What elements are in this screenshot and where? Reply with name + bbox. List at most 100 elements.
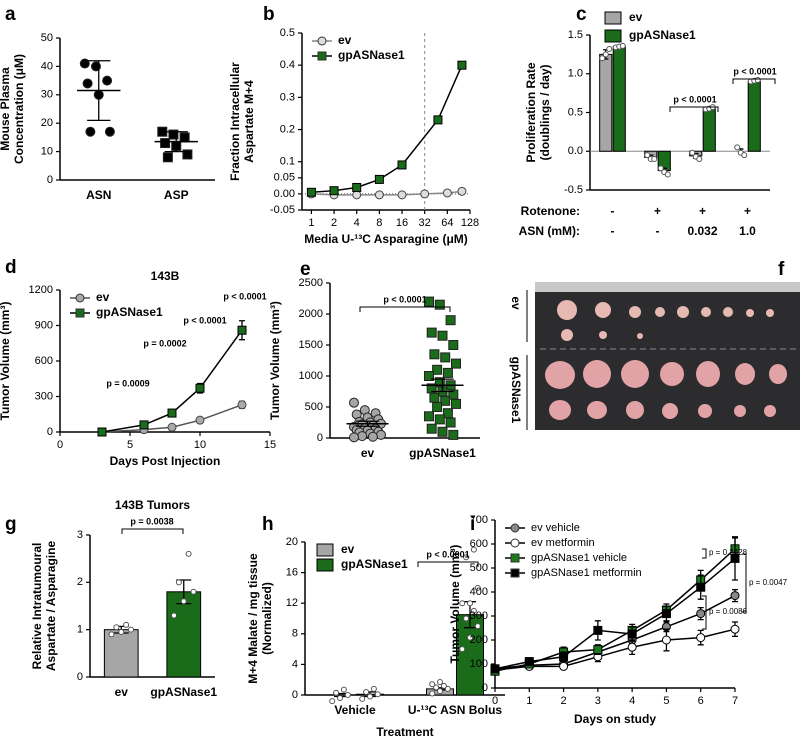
series-line — [494, 557, 736, 670]
row-value: + — [699, 204, 706, 218]
data-point — [367, 431, 378, 442]
legend-label: gpASNase1 — [341, 557, 408, 571]
y-tick-label: 0 — [77, 671, 83, 683]
y-tick-label: 0.4 — [280, 59, 295, 71]
data-point — [559, 652, 569, 662]
y-tick-label: 1200 — [29, 284, 53, 296]
legend-label: gpASNase1 — [96, 305, 163, 319]
data-point — [113, 624, 120, 631]
data-point — [627, 629, 637, 639]
data-point — [352, 182, 362, 192]
legend-marker — [510, 553, 520, 563]
ev-tumors — [557, 300, 774, 341]
photo-label: ev — [509, 296, 523, 310]
x-tick-label: 5 — [663, 695, 669, 707]
chart-title: 143B — [151, 269, 180, 283]
legend-marker — [510, 523, 520, 533]
data-point — [349, 432, 359, 443]
row-value: 0.032 — [687, 224, 717, 238]
x-tick-label: 8 — [376, 217, 382, 229]
y-tick-label: 400 — [470, 586, 488, 598]
row-value: - — [611, 224, 615, 238]
data-point — [306, 187, 316, 197]
y-tick-label: 600 — [35, 355, 53, 367]
y-axis-label: (Normalized) — [260, 582, 274, 655]
data-point — [182, 149, 193, 160]
legend-label: gpASNase1 — [338, 48, 405, 62]
y-tick-label: 0.2 — [280, 123, 295, 135]
panel-letter: f — [778, 259, 785, 280]
y-tick-label: 0.5 — [568, 106, 583, 118]
significance-bracket — [669, 106, 719, 112]
data-point — [490, 664, 500, 674]
y-tick-label: 0 — [292, 689, 298, 701]
x-tick-label: 7 — [732, 695, 738, 707]
p-value: p = 0.0038 — [130, 516, 173, 526]
y-tick-label: 0 — [47, 426, 53, 438]
data-point — [424, 296, 434, 307]
legend-marker — [75, 293, 85, 303]
data-point — [139, 420, 149, 430]
y-tick-label: 700 — [470, 514, 488, 526]
y-tick-label: 0.05 — [274, 172, 295, 184]
panel-letter: b — [263, 4, 275, 25]
series-line — [494, 628, 736, 671]
data-point — [424, 411, 434, 422]
data-point — [160, 138, 171, 149]
data-point — [463, 554, 470, 561]
data-point — [374, 190, 384, 200]
data-point — [97, 427, 107, 437]
y-tick-label: 0 — [317, 432, 323, 444]
panel-letter: i — [470, 514, 475, 535]
data-point — [190, 588, 197, 595]
y-axis-label: Mouse Plasma — [0, 67, 12, 151]
data-point — [429, 349, 440, 360]
data-point — [730, 553, 740, 563]
x-axis-label: Treatment — [376, 725, 433, 739]
data-point — [730, 624, 740, 634]
panel-letter: e — [300, 259, 311, 280]
x-tick-label: ASP — [164, 188, 189, 202]
x-axis-label: Days Post Injection — [110, 454, 221, 468]
x-tick-label: 6 — [698, 695, 704, 707]
data-point — [442, 188, 452, 198]
legend-label: ev vehicle — [531, 522, 580, 534]
data-point — [651, 156, 658, 162]
data-point — [79, 58, 90, 69]
data-point — [437, 426, 448, 437]
panel-letter: h — [262, 514, 274, 535]
data-point — [559, 661, 569, 671]
data-point — [329, 698, 336, 705]
data-point — [593, 645, 603, 655]
p-value: p = 0.0047 — [749, 578, 788, 587]
data-point — [599, 55, 606, 62]
y-axis-label: Proliferation Rate — [524, 62, 538, 162]
y-tick-label: 500 — [470, 562, 488, 574]
row-label: Rotenone: — [521, 204, 580, 218]
x-tick-label: 4 — [629, 695, 635, 707]
error-bar — [431, 378, 454, 393]
y-axis-label: (doublings / day) — [538, 65, 552, 161]
data-point — [167, 422, 177, 432]
data-point — [696, 582, 706, 592]
y-tick-label: 1.0 — [568, 68, 583, 80]
x-tick-label: 0 — [492, 695, 498, 707]
legend-swatch — [316, 543, 334, 557]
gpasnase1-tumors — [545, 360, 787, 420]
data-point — [437, 678, 443, 685]
y-tick-label: 10 — [41, 146, 53, 158]
data-point — [470, 607, 477, 614]
data-point — [457, 186, 467, 196]
data-point — [237, 325, 247, 335]
significance-bracket — [742, 553, 747, 613]
x-tick-label: 64 — [441, 217, 453, 229]
tumor-photo: ev gpASNase1 f — [509, 259, 800, 430]
legend-label: gpASNase1 — [629, 28, 696, 42]
bar — [166, 591, 202, 678]
data-point — [333, 689, 340, 696]
data-point — [696, 633, 706, 643]
data-point — [175, 579, 182, 586]
data-point — [340, 686, 347, 693]
panel-letter: g — [5, 514, 17, 535]
data-point — [420, 189, 430, 199]
